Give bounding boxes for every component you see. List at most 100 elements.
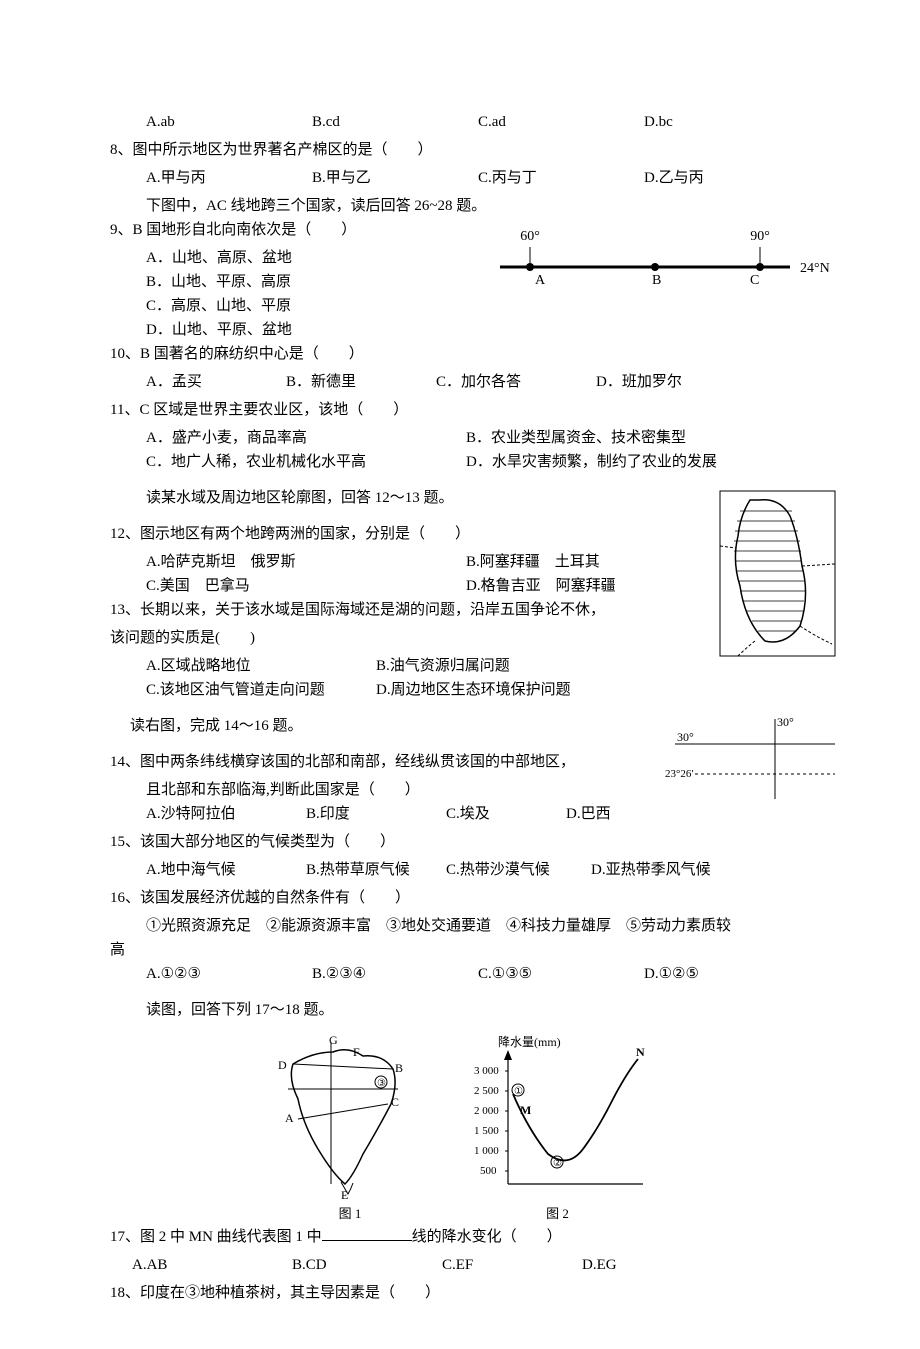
svg-text:M: M [520, 1103, 531, 1117]
q10-opt-d: D．班加罗尔 [596, 370, 682, 394]
svg-text:B: B [652, 273, 661, 288]
q11-opt-b: B．农业类型属资金、技术密集型 [466, 426, 686, 450]
q14-options: A.沙特阿拉伯 B.印度 C.埃及 D.巴西 [146, 802, 810, 826]
q17-text: 17、图 2 中 MN 曲线代表图 1 中 线的降水变化（ ） [110, 1225, 810, 1249]
svg-text:1 000: 1 000 [474, 1145, 499, 1157]
grid-figure: 30° 30° 23°26′ [665, 714, 840, 804]
svg-text:3 000: 3 000 [474, 1065, 499, 1077]
line-map-figure: 60° 90° 24°N A B C [480, 222, 840, 302]
q14-16-section: 30° 30° 23°26′ 读右图，完成 14～16 题。 14、图中两条纬线… [110, 714, 810, 986]
svg-text:1 500: 1 500 [474, 1125, 499, 1137]
q13-opt-d: D.周边地区生态环境保护问题 [376, 678, 571, 702]
q15-options: A.地中海气候 B.热带草原气候 C.热带沙漠气候 D.亚热带季风气候 [146, 858, 810, 882]
q10-text: 10、B 国著名的麻纺织中心是（ ） [110, 342, 810, 366]
q7-opt-b: B.cd [312, 110, 478, 134]
q12-text: 12、图示地区有两个地跨两洲的国家，分别是（ ） [110, 522, 810, 546]
svg-text:D: D [278, 1058, 287, 1072]
q13-text2: 该问题的实质是( ) [110, 626, 810, 650]
q11-opt-c: C．地广人稀，农业机械化水平高 [146, 450, 466, 474]
svg-text:30°: 30° [777, 715, 794, 729]
svg-text:2 000: 2 000 [474, 1105, 499, 1117]
q16-text: 16、该国发展经济优越的自然条件有（ ） [110, 886, 810, 910]
svg-text:23°26′: 23°26′ [665, 768, 694, 780]
q18-text: 18、印度在③地种植茶树，其主导因素是（ ） [110, 1281, 810, 1305]
q17-opt-c: C.EF [442, 1253, 582, 1277]
svg-text:60°: 60° [520, 229, 540, 244]
fig1-label: 图 1 [263, 1204, 438, 1225]
q10-opt-a: A．孟买 [146, 370, 286, 394]
q8-opt-a: A.甲与丙 [146, 166, 312, 190]
svg-text:②: ② [553, 1158, 562, 1169]
q17-opt-a: A.AB [132, 1253, 292, 1277]
india-outline-figure: G F B D A C E ③ 图 1 [263, 1034, 438, 1225]
q16-stems: ①光照资源充足 ②能源资源丰富 ③地处交通要道 ④科技力量雄厚 ⑤劳动力素质较 [146, 914, 810, 938]
q17-prefix: 17、图 2 中 MN 曲线代表图 1 中 [110, 1229, 322, 1245]
q14-opt-c: C.埃及 [446, 802, 566, 826]
q14-opt-b: B.印度 [306, 802, 446, 826]
q12-opt-a: A.哈萨克斯坦 俄罗斯 [146, 550, 466, 574]
caspian-figure [710, 486, 840, 661]
q16-stems2: 高 [110, 938, 810, 962]
q13-opt-b: B.油气资源归属问题 [376, 654, 510, 678]
svg-text:A: A [285, 1111, 294, 1125]
q8-opt-c: C.丙与丁 [478, 166, 644, 190]
q11-text: 11、C 区域是世界主要农业区，该地（ ） [110, 398, 810, 422]
svg-text:A: A [535, 273, 546, 288]
q13-opt-a: A.区域战略地位 [146, 654, 376, 678]
q17-opt-b: B.CD [292, 1253, 442, 1277]
q12-opt-b: B.阿塞拜疆 土耳其 [466, 550, 600, 574]
svg-text:①: ① [514, 1086, 523, 1097]
q14-opt-d: D.巴西 [566, 802, 611, 826]
q13-options: A.区域战略地位 B.油气资源归属问题 C.该地区油气管道走向问题 D.周边地区… [146, 654, 810, 702]
figures-17-18: G F B D A C E ③ 图 1 降水量(mm) 500 1 000 1 … [110, 1034, 810, 1225]
q16-options: A.①②③ B.②③④ C.①③⑤ D.①②⑤ [146, 962, 810, 986]
svg-text:G: G [329, 1034, 338, 1047]
q17-opt-d: D.EG [582, 1253, 617, 1277]
q17-18-passage: 读图，回答下列 17～18 题。 [146, 998, 810, 1022]
q8-opt-b: B.甲与乙 [312, 166, 478, 190]
svg-text:2 500: 2 500 [474, 1085, 499, 1097]
svg-text:30°: 30° [677, 730, 694, 744]
svg-text:N: N [636, 1045, 645, 1059]
q12-opt-c: C.美国 巴拿马 [146, 574, 466, 598]
q7-opt-a: A.ab [146, 110, 312, 134]
q16-opt-a: A.①②③ [146, 962, 312, 986]
q17-suffix: 线的降水变化（ ） [412, 1229, 562, 1245]
svg-text:90°: 90° [750, 229, 770, 244]
q7-opt-c: C.ad [478, 110, 644, 134]
rain-chart-figure: 降水量(mm) 500 1 000 1 500 2 000 2 500 3 00… [458, 1034, 658, 1225]
q11-opt-a: A．盛产小麦，商品率高 [146, 426, 466, 450]
q16-opt-b: B.②③④ [312, 962, 478, 986]
q7-options: A.ab B.cd C.ad D.bc [146, 110, 810, 134]
svg-text:F: F [353, 1045, 360, 1059]
q16-opt-c: C.①③⑤ [478, 962, 644, 986]
q8-passage: 下图中，AC 线地跨三个国家，读后回答 26~28 题。 [146, 194, 810, 218]
q15-opt-b: B.热带草原气候 [306, 858, 446, 882]
svg-text:24°N: 24°N [800, 261, 830, 276]
svg-text:E: E [341, 1188, 348, 1202]
svg-text:降水量(mm): 降水量(mm) [498, 1035, 561, 1049]
q11-options: A．盛产小麦，商品率高 B．农业类型属资金、技术密集型 C．地广人稀，农业机械化… [146, 426, 810, 474]
q13-opt-c: C.该地区油气管道走向问题 [146, 678, 376, 702]
q15-text: 15、该国大部分地区的气候类型为（ ） [110, 830, 810, 854]
q10-options: A．孟买 B．新德里 C．加尔各答 D．班加罗尔 [146, 370, 810, 394]
q15-opt-d: D.亚热带季风气候 [591, 858, 711, 882]
q10-opt-c: C．加尔各答 [436, 370, 596, 394]
q8-options: A.甲与丙 B.甲与乙 C.丙与丁 D.乙与丙 [146, 166, 810, 190]
q15-opt-c: C.热带沙漠气候 [446, 858, 591, 882]
q16-opt-d: D.①②⑤ [644, 962, 810, 986]
svg-text:B: B [395, 1061, 403, 1075]
q9-opt-d: D．山地、平原、盆地 [146, 318, 810, 342]
q8-text: 8、图中所示地区为世界著名产棉区的是（ ） [110, 138, 810, 162]
svg-text:③: ③ [377, 1078, 386, 1089]
svg-text:C: C [750, 273, 759, 288]
svg-text:500: 500 [480, 1165, 497, 1177]
q14-opt-a: A.沙特阿拉伯 [146, 802, 306, 826]
q15-opt-a: A.地中海气候 [146, 858, 306, 882]
q8-opt-d: D.乙与丙 [644, 166, 810, 190]
q12-13-section: 读某水域及周边地区轮廓图，回答 12～13 题。 12、图示地区有两个地跨两洲的… [110, 486, 810, 702]
q12-opt-d: D.格鲁吉亚 阿塞拜疆 [466, 574, 616, 598]
q7-opt-d: D.bc [644, 110, 810, 134]
blank-line [322, 1227, 412, 1241]
q11-opt-d: D．水旱灾害频繁，制约了农业的发展 [466, 450, 717, 474]
